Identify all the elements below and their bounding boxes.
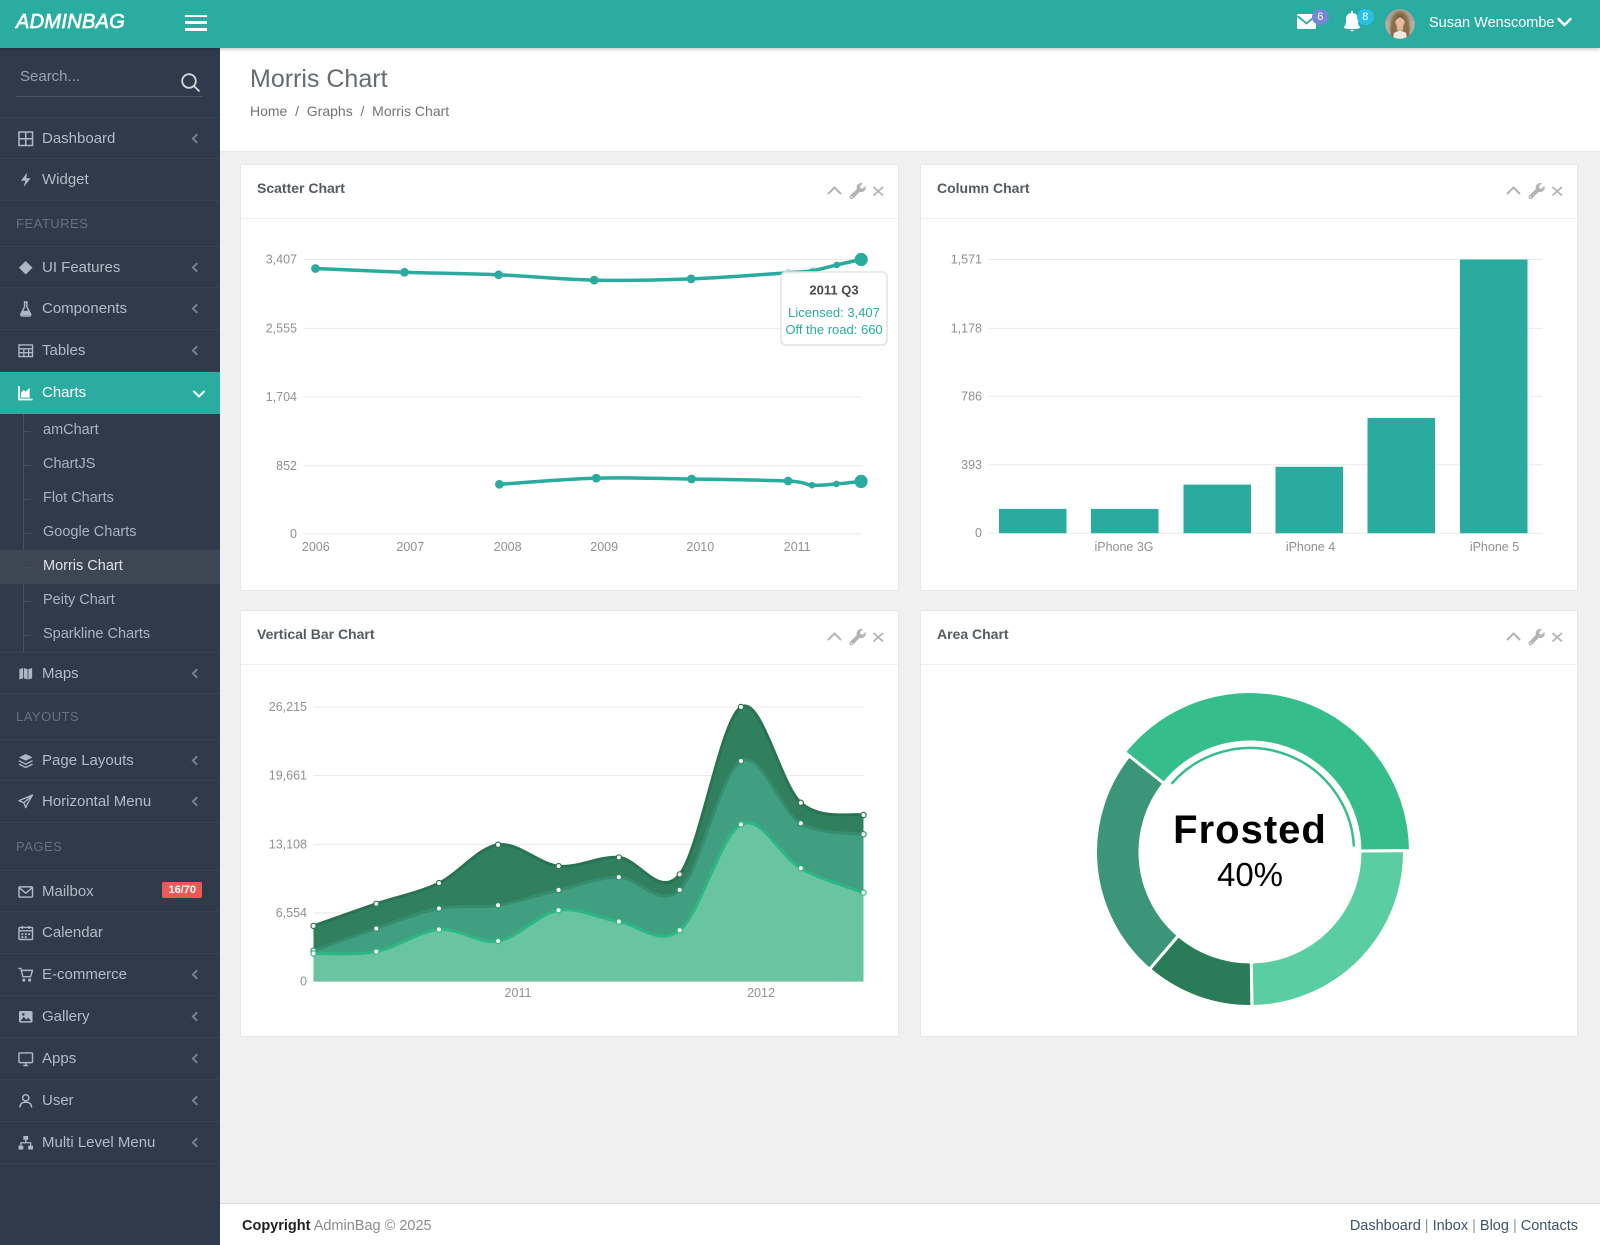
svg-text:2,555: 2,555 xyxy=(266,321,297,335)
svg-text:iPhone 5: iPhone 5 xyxy=(1470,540,1519,554)
svg-text:40%: 40% xyxy=(1217,856,1283,893)
svg-text:Licensed: 3,407: Licensed: 3,407 xyxy=(788,305,880,320)
svg-text:1,571: 1,571 xyxy=(951,253,982,267)
svg-text:iPhone 3G: iPhone 3G xyxy=(1094,540,1153,554)
svg-text:3,407: 3,407 xyxy=(266,253,297,267)
svg-text:1,704: 1,704 xyxy=(266,390,297,404)
svg-text:393: 393 xyxy=(961,458,982,472)
svg-text:0: 0 xyxy=(975,526,982,540)
svg-text:0: 0 xyxy=(300,974,307,988)
svg-text:1,178: 1,178 xyxy=(951,321,982,335)
svg-text:0: 0 xyxy=(290,527,297,541)
svg-text:786: 786 xyxy=(961,389,982,403)
svg-text:13,108: 13,108 xyxy=(269,837,307,851)
svg-text:2011 Q3: 2011 Q3 xyxy=(809,283,858,298)
svg-text:2008: 2008 xyxy=(494,540,522,554)
svg-text:2006: 2006 xyxy=(302,540,330,554)
svg-text:2007: 2007 xyxy=(396,540,424,554)
svg-text:Frosted: Frosted xyxy=(1173,808,1327,852)
svg-text:852: 852 xyxy=(276,459,297,473)
svg-text:26,215: 26,215 xyxy=(269,700,307,714)
svg-text:2009: 2009 xyxy=(590,540,618,554)
svg-text:2011: 2011 xyxy=(784,540,811,554)
svg-text:6,554: 6,554 xyxy=(276,906,307,920)
svg-text:19,661: 19,661 xyxy=(269,769,307,783)
svg-text:2012: 2012 xyxy=(747,986,775,1000)
svg-text:2011: 2011 xyxy=(505,986,532,1000)
svg-text:Off the road: 660: Off the road: 660 xyxy=(785,322,882,337)
svg-text:iPhone 4: iPhone 4 xyxy=(1286,540,1335,554)
svg-text:2010: 2010 xyxy=(686,540,714,554)
